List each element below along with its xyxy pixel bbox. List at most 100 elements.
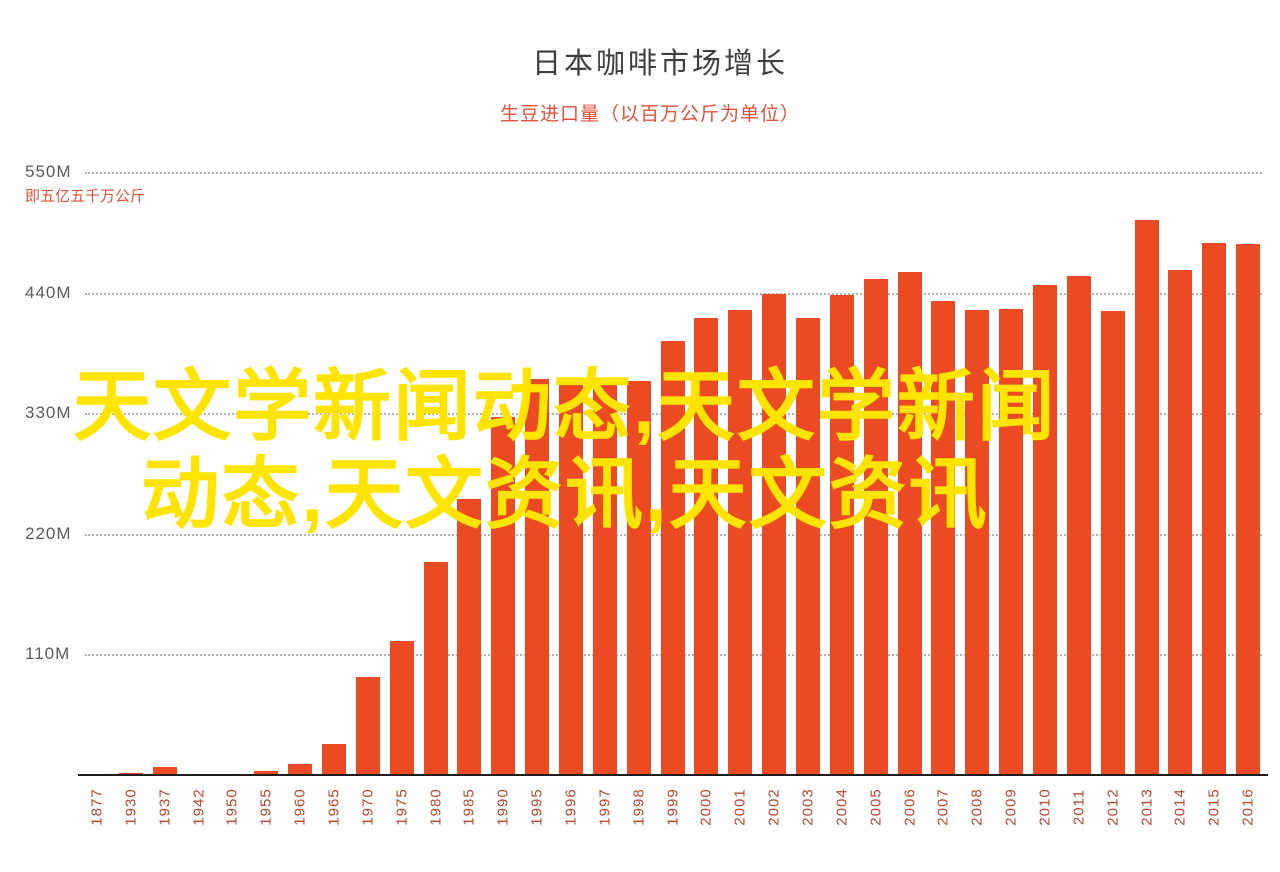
x-axis-tick-label: 1980 <box>427 788 445 826</box>
y-axis-tick-label: 550M <box>25 162 72 181</box>
bar-column <box>1130 172 1164 775</box>
grid-line <box>85 292 1262 295</box>
bar <box>1202 243 1227 775</box>
x-axis-tick: 2012 <box>1096 780 1130 842</box>
x-axis-tick: 1965 <box>317 780 351 842</box>
bar-column <box>249 172 283 775</box>
x-axis-tick: 1937 <box>148 780 182 842</box>
bar-column <box>1164 172 1198 775</box>
x-axis-tick: 2005 <box>859 780 893 842</box>
bar <box>457 498 482 775</box>
bar-column <box>622 172 656 775</box>
bar <box>660 340 685 775</box>
x-axis-tick-label: 2006 <box>901 788 919 826</box>
bar-column <box>1197 172 1231 775</box>
bar-column <box>723 172 757 775</box>
bar-column <box>554 172 588 775</box>
bar-column <box>757 172 791 775</box>
x-axis-tick: 2001 <box>723 780 757 842</box>
bar-column <box>317 172 351 775</box>
bar <box>321 744 346 775</box>
x-axis-tick-label: 1937 <box>156 788 174 826</box>
x-axis-tick-label: 1999 <box>664 788 682 826</box>
x-axis-tick: 2009 <box>994 780 1028 842</box>
bar-column <box>148 172 182 775</box>
x-axis-tick-label: 2014 <box>1171 788 1189 826</box>
x-axis-tick-label: 1965 <box>325 788 343 826</box>
x-axis-tick: 1950 <box>215 780 249 842</box>
bar <box>1134 220 1159 775</box>
x-axis-tick-label: 2002 <box>765 788 783 826</box>
x-axis-tick: 1975 <box>385 780 419 842</box>
x-axis-tick: 2003 <box>791 780 825 842</box>
x-axis-tick-label: 2003 <box>799 788 817 826</box>
x-axis-tick: 2002 <box>757 780 791 842</box>
x-axis-tick: 1970 <box>351 780 385 842</box>
bar-column <box>1062 172 1096 775</box>
x-axis-tick: 2015 <box>1197 780 1231 842</box>
x-axis-tick-label: 1990 <box>494 788 512 826</box>
x-axis-tick-label: 1960 <box>291 788 309 826</box>
bar <box>254 770 279 775</box>
x-axis-tick: 2013 <box>1130 780 1164 842</box>
bar-column <box>926 172 960 775</box>
grid-line <box>85 172 1262 174</box>
x-axis-tick: 2016 <box>1231 780 1265 842</box>
bar-column <box>588 172 622 775</box>
bar <box>118 772 143 775</box>
x-axis-tick: 1960 <box>283 780 317 842</box>
bar-column <box>520 172 554 775</box>
bar <box>1168 269 1193 775</box>
axis-annotation: 即五亿五千万公斤 <box>25 188 146 205</box>
bar-column <box>114 172 148 775</box>
x-axis-tick-label: 1877 <box>88 788 106 826</box>
bar <box>626 381 651 775</box>
x-axis-tick-label: 2011 <box>1070 788 1088 826</box>
x-axis-tick-label: 1996 <box>562 788 580 826</box>
x-axis-tick-label: 2008 <box>968 788 986 826</box>
x-axis-tick-label: 1942 <box>190 788 207 826</box>
bar-column <box>656 172 690 775</box>
y-axis-tick-label: 220M <box>25 523 72 543</box>
x-axis-tick-label: 2007 <box>934 788 952 826</box>
bar <box>1100 311 1125 775</box>
x-axis-tick-label: 1930 <box>122 788 140 826</box>
chart-subtitle: 生豆进口量（以百万公斤为单位） <box>499 104 800 125</box>
x-axis-tick: 1877 <box>80 780 114 842</box>
y-axis-tick-label: 330M <box>25 403 72 423</box>
x-axis-tick: 2008 <box>960 780 994 842</box>
x-axis-tick-label: 2009 <box>1002 788 1020 826</box>
x-axis-tick-label: 2016 <box>1239 788 1257 826</box>
bar <box>1236 244 1261 775</box>
x-axis-tick: 1996 <box>554 780 588 842</box>
x-axis-tick-label: 1998 <box>630 788 648 826</box>
x-axis-tick-label: 2004 <box>833 788 851 826</box>
x-axis-tick-label: 1997 <box>596 788 614 826</box>
x-axis-tick: 1999 <box>656 780 690 842</box>
bar <box>694 317 719 775</box>
x-axis-tick-label: 2015 <box>1205 788 1223 826</box>
x-axis-tick-label: 1950 <box>223 788 241 826</box>
x-axis-tick: 2000 <box>689 780 723 842</box>
bar <box>491 416 516 775</box>
bar <box>525 379 550 775</box>
bar <box>728 310 753 775</box>
x-axis-tick: 2007 <box>926 780 960 842</box>
bar-column <box>283 172 317 775</box>
bar-column <box>1028 172 1062 775</box>
bar <box>558 384 583 775</box>
watermark-overlay: 天文学新闻动态,天文学新闻动态,天文资讯,天文资讯 <box>73 362 1057 538</box>
bar <box>389 641 414 775</box>
bar-column <box>791 172 825 775</box>
bar <box>1032 284 1057 775</box>
x-axis-tick-label: 1995 <box>528 788 546 826</box>
bar <box>863 279 888 775</box>
x-axis-tick: 1998 <box>622 780 656 842</box>
x-axis-tick-label: 1970 <box>359 788 377 826</box>
bar-column <box>859 172 893 775</box>
bar-column <box>1096 172 1130 775</box>
bar <box>1066 276 1091 775</box>
x-axis-tick: 2010 <box>1028 780 1062 842</box>
bar <box>762 293 787 775</box>
